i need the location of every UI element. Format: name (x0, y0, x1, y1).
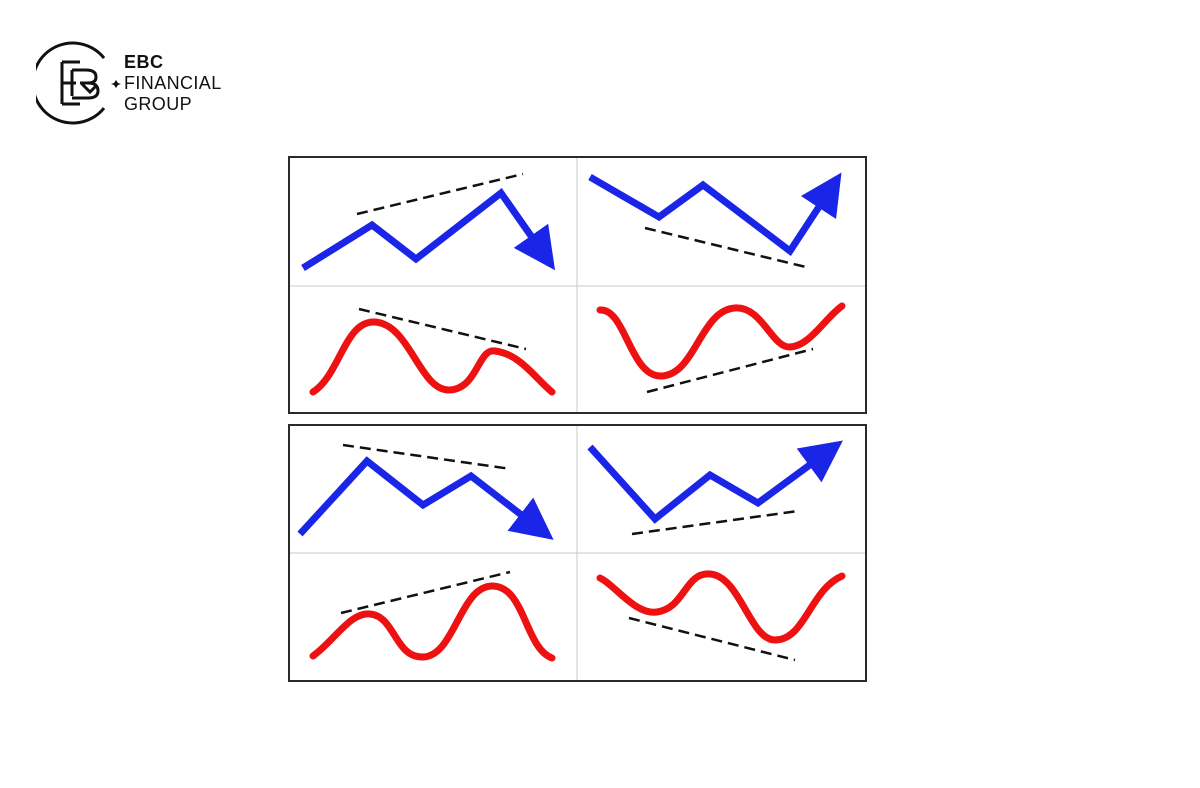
cell-oscillator-bearish-regular (309, 307, 556, 396)
bottom-panel (288, 424, 867, 682)
oscillator-line (309, 318, 556, 396)
price-line (587, 440, 843, 524)
brand-line-2: FINANCIAL (124, 72, 222, 93)
brand-name: EBC FINANCIAL GROUP (124, 52, 222, 115)
oscillator-line (596, 302, 846, 380)
oscillator-line (309, 582, 556, 662)
brand-line-1: EBC (124, 51, 164, 72)
trendline (628, 616, 796, 662)
brand-line-3: GROUP (124, 93, 193, 114)
cell-price-bearish-hidden (297, 443, 554, 540)
cell-price-bullish-hidden (587, 440, 843, 536)
trendline (356, 172, 524, 216)
trendline (342, 443, 512, 471)
trendline (358, 307, 527, 351)
trendline (646, 347, 814, 394)
ebc-monogram-icon (36, 41, 121, 125)
cell-price-bullish-regular (588, 172, 842, 270)
oscillator-line (596, 570, 846, 644)
cell-oscillator-bullish-hidden (596, 570, 846, 662)
trendline (631, 509, 799, 536)
price-line (588, 172, 842, 257)
trendline (644, 226, 811, 270)
cell-oscillator-bullish-regular (596, 302, 846, 394)
cell-price-bearish-regular (301, 172, 556, 271)
price-line (301, 187, 556, 271)
top-panel (288, 156, 867, 414)
brand-logo: EBC FINANCIAL GROUP (36, 40, 222, 126)
price-line (297, 456, 554, 540)
trendline (340, 570, 511, 615)
cell-oscillator-bearish-hidden (309, 570, 556, 662)
